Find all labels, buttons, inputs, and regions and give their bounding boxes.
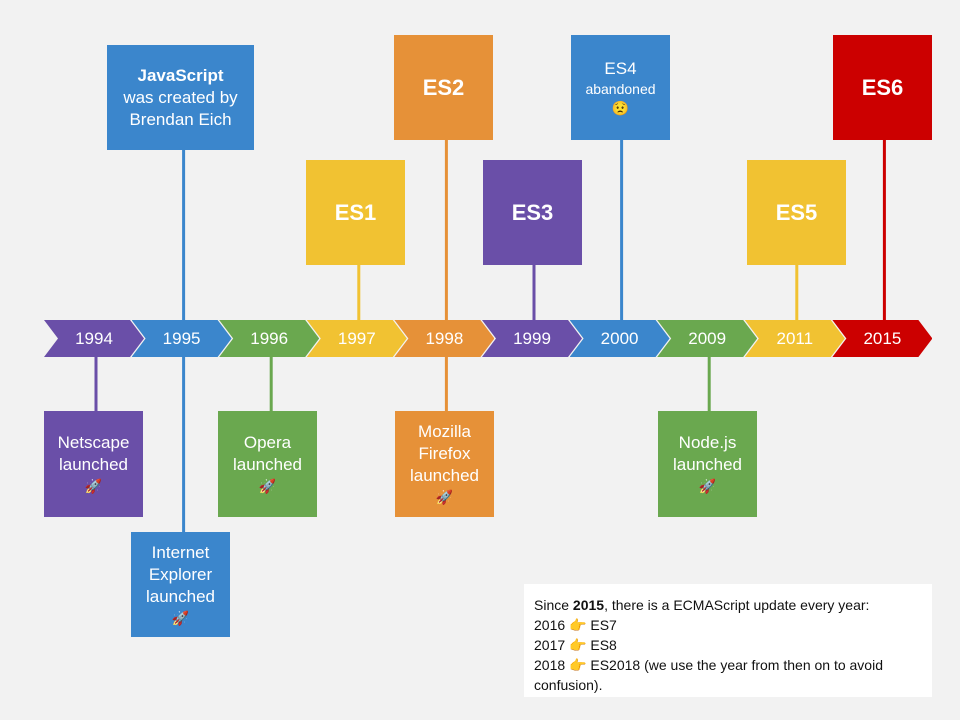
rocket-icon: 🚀 [258, 478, 277, 494]
note-item: 2016 👉 ES7 [534, 615, 922, 635]
event-box-1997-above: ES1 [306, 160, 405, 265]
rocket-icon: 🚀 [435, 489, 454, 505]
year-label: 1997 [337, 328, 376, 348]
event-box-1995-above: JavaScript was created by Brendan Eich [107, 45, 254, 150]
rocket-icon: 🚀 [171, 609, 190, 626]
event-subtext: abandoned [585, 80, 656, 97]
year-segment-1994: 1994 [44, 320, 144, 357]
note-item-text: ES2018 (we use the year from then on to … [534, 657, 883, 693]
note-item: 2017 👉 ES8 [534, 635, 922, 655]
note-item-year: 2016 [534, 617, 566, 633]
event-box-1998-below: Mozilla Firefox launched 🚀 [395, 411, 494, 517]
year-segment-2011: 2011 [744, 320, 845, 357]
event-text: Brendan Eich [129, 109, 232, 129]
year-label: 2011 [776, 328, 814, 348]
note-items: 2016 👉 ES7 2017 👉 ES8 2018 👉 ES2018 (we us… [534, 615, 922, 695]
year-segment-1998: 1998 [394, 320, 495, 357]
event-box-2011-above: ES5 [747, 160, 846, 265]
year-segment-1997: 1997 [306, 320, 407, 357]
note-item-year: 2017 [534, 637, 566, 653]
rocket-icon: 🚀 [698, 478, 717, 494]
event-text: ES4 [604, 58, 637, 78]
year-label: 1994 [75, 328, 113, 348]
event-box-1996-below: Opera launched 🚀 [218, 411, 317, 517]
year-segment-1996: 1996 [219, 320, 320, 357]
event-text: Mozilla [418, 422, 471, 441]
note-item-text: ES7 [590, 617, 617, 633]
event-text: Netscape [57, 433, 130, 452]
pointing-hand-icon: 👉 [565, 657, 591, 673]
event-text: Explorer [148, 564, 213, 584]
year-segment-2009: 2009 [657, 320, 758, 357]
worried-face-icon: 😟 [611, 99, 630, 116]
event-text: was created by [123, 87, 238, 107]
note-intro: Since 2015, there is a ECMAScript update… [534, 597, 870, 613]
year-label: 1999 [513, 328, 551, 348]
year-label: 1998 [425, 328, 464, 348]
year-label: 1996 [250, 328, 289, 348]
year-label: 1995 [162, 328, 201, 348]
event-box-1999-above: ES3 [483, 160, 582, 265]
event-box-1995-below: Internet Explorer launched 🚀 [131, 532, 230, 637]
pointing-hand-icon: 👉 [565, 637, 591, 653]
event-text: Node.js [678, 433, 737, 452]
event-box-2009-below: Node.js launched 🚀 [658, 411, 757, 517]
note-item-text: ES8 [590, 637, 617, 653]
rocket-icon: 🚀 [84, 478, 103, 494]
event-text: launched [58, 455, 128, 474]
event-text: Internet [151, 542, 210, 562]
year-segment-2015: 2015 [832, 320, 933, 357]
event-title: ES5 [775, 199, 818, 225]
event-title: ES1 [334, 199, 377, 225]
year-segment-1999: 1999 [482, 320, 582, 357]
event-text: launched [232, 455, 302, 474]
year-label: 2000 [600, 328, 639, 348]
year-label: 2009 [688, 328, 727, 348]
event-box-2015-above: ES6 [833, 35, 932, 140]
note-item-year: 2018 [534, 657, 566, 673]
pointing-hand-icon: 👉 [565, 617, 591, 633]
event-title: ES3 [511, 199, 554, 225]
event-text: launched [145, 586, 215, 606]
event-title: ES2 [422, 74, 465, 100]
event-text: launched [409, 466, 479, 485]
event-text: Firefox [418, 444, 471, 463]
event-box-1994-below: Netscape launched 🚀 [44, 411, 143, 517]
ecmascript-yearly-note: Since 2015, there is a ECMAScript update… [524, 584, 932, 697]
note-item: 2018 👉 ES2018 (we use the year from then… [534, 655, 922, 695]
event-text: Opera [243, 433, 292, 452]
event-box-1998-above: ES2 [394, 35, 493, 140]
event-title: JavaScript [137, 65, 224, 85]
year-label: 2015 [863, 328, 902, 348]
year-segment-1995: 1995 [131, 320, 232, 357]
event-text: launched [672, 455, 742, 474]
event-title: ES6 [861, 74, 904, 100]
event-box-2000-above: ES4 abandoned 😟 [571, 35, 670, 140]
year-segment-2000: 2000 [569, 320, 670, 357]
